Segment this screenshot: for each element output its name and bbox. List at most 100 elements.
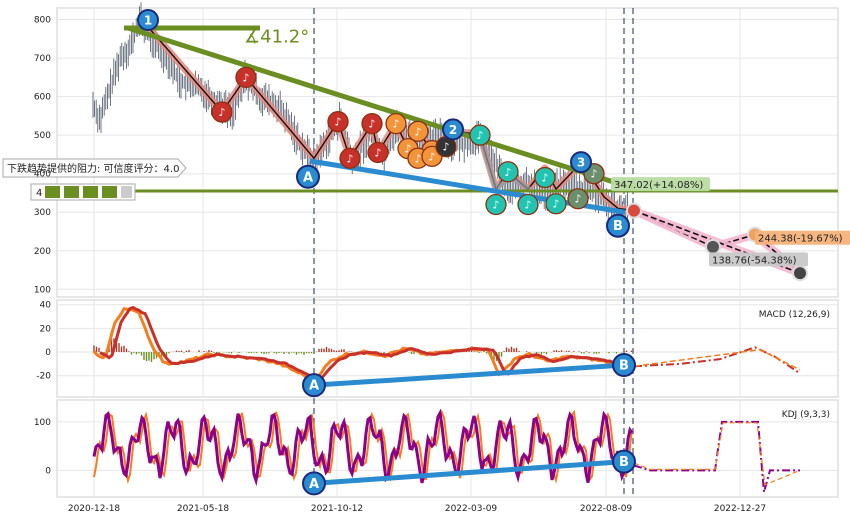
- wave-label-text: A: [303, 170, 313, 185]
- y-tick-label: 100: [34, 285, 51, 295]
- macd-marker: [302, 373, 326, 398]
- note-marker: [361, 112, 383, 135]
- note-marker: [367, 141, 389, 164]
- note-marker-glyph: ♪: [392, 118, 399, 131]
- angle-label: ∡41.2°: [244, 27, 309, 48]
- kdj-projection: [633, 420, 800, 493]
- macd-marker: [612, 353, 636, 378]
- note-marker-glyph: ♪: [428, 150, 435, 163]
- projection-label-text: 347.02(+14.08%): [614, 180, 703, 191]
- note-marker-glyph: ♪: [541, 172, 548, 185]
- note-marker: [339, 147, 361, 169]
- projection-point: [792, 265, 808, 282]
- wave-label-text: B: [613, 219, 623, 234]
- rating-badges: 4: [30, 183, 136, 201]
- projection-label-text: 244.38(-19.67%): [758, 234, 843, 245]
- note-marker-glyph: ♪: [414, 152, 421, 165]
- macd-projection-dif: [633, 348, 801, 371]
- note-marker: [211, 101, 233, 123]
- note-marker: [235, 66, 257, 89]
- note-marker-glyph: ♪: [374, 147, 381, 160]
- projection-label-text: 138.76(-54.38%): [712, 255, 797, 266]
- note-marker-glyph: ♪: [504, 166, 511, 179]
- note-marker: [534, 166, 556, 189]
- y-tick-label: 700: [34, 54, 51, 64]
- macd-divergence-line: [313, 362, 625, 388]
- tick-labels: 2020-12-18 2021-05-18 2021-10-12 2022-03-09…: [34, 16, 766, 514]
- note-marker-glyph: ♪: [574, 193, 581, 206]
- y-tick-label: 300: [34, 208, 51, 218]
- kdj-title: KDJ (9,3,3): [782, 410, 830, 420]
- rating-star: [102, 186, 117, 198]
- note-marker-glyph: ♪: [368, 118, 375, 131]
- x-tick-label: 2021-05-18: [177, 504, 230, 514]
- note-marker-glyph: ♪: [404, 143, 411, 156]
- wave-label: [137, 9, 159, 31]
- note-marker: [385, 112, 407, 135]
- macd-marker-text: A: [309, 379, 319, 394]
- note-marker-glyph: ♪: [242, 71, 249, 84]
- macd-marker-text: B: [619, 359, 629, 374]
- wave-label: [442, 118, 464, 141]
- kdj-marker-text: B: [619, 455, 629, 470]
- wave-path-grey: [477, 134, 532, 194]
- note-marker-glyph: ♪: [414, 125, 421, 138]
- projection-point: [705, 238, 721, 255]
- x-tick-label: 2021-10-12: [311, 504, 363, 514]
- rating-star: [83, 186, 98, 198]
- note-marker-glyph: ♪: [334, 116, 341, 129]
- macd-panel: MACD (12,26,9) A B: [92, 305, 830, 398]
- kdj-divergence-line: [313, 459, 625, 486]
- wave-label: [570, 151, 592, 174]
- x-tick-label: 2022-12-27: [714, 504, 766, 514]
- note-marker: [497, 161, 519, 183]
- note-marker-glyph: ♪: [476, 129, 483, 142]
- wave-label-text: 2: [449, 123, 457, 137]
- y-tick-label: -20: [36, 372, 51, 382]
- rating-badge-text: 4: [36, 188, 42, 199]
- kdj-marker-text: A: [309, 477, 319, 492]
- kdj-k-line: [92, 408, 634, 487]
- y-tick-label: 800: [34, 16, 51, 26]
- note-marker-glyph: ♪: [218, 106, 225, 119]
- kdj-marker: [302, 471, 326, 496]
- kdj-marker: [612, 449, 636, 474]
- rating-star-empty: [121, 186, 132, 198]
- macd-title: MACD (12,26,9): [759, 310, 830, 320]
- projection-path-b: [633, 209, 801, 274]
- y-tick-label: 200: [34, 247, 51, 257]
- projection-label-bg: [709, 252, 808, 267]
- note-marker-glyph: ♪: [492, 199, 499, 212]
- y-tick-label: 400: [34, 170, 51, 180]
- note-marker-glyph: ♪: [442, 141, 449, 154]
- y-tick-label: 500: [34, 131, 51, 141]
- trend-line: [127, 25, 637, 192]
- wave-label-text: 1: [144, 14, 152, 28]
- annotation-overlay: 347.02(+14.08%) 244.38(-19.67%) 138.76(-54…: [2, 158, 850, 267]
- kdj-panel: KDJ (9,3,3) A B: [92, 408, 830, 496]
- wave-label: [606, 213, 630, 238]
- x-tick-label: 2022-03-09: [445, 504, 498, 514]
- y-tick-label: 40: [40, 301, 52, 311]
- wave-label: [296, 164, 320, 189]
- y-tick-label: 600: [34, 93, 51, 103]
- projection-label: 244.38(-19.67%): [755, 230, 850, 245]
- projection-label: 347.02(+14.08%): [611, 177, 710, 192]
- y-tick-label: 0: [45, 348, 51, 358]
- resistance-callout: 下跌趋势提供的阻力: 可信度评分：4.0: [2, 158, 187, 178]
- x-tick-label: 2022-08-09: [580, 504, 633, 514]
- note-marker: [485, 193, 507, 216]
- y-tick-label: 0: [45, 466, 51, 476]
- note-marker-glyph: ♪: [346, 152, 353, 165]
- note-marker: [469, 124, 491, 146]
- note-marker-glyph: ♪: [552, 198, 559, 211]
- note-marker: [545, 193, 567, 215]
- note-marker-glyph: ♪: [590, 168, 597, 181]
- resistance-callout-text: 下跌趋势提供的阻力: 可信度评分：4.0: [7, 162, 179, 175]
- wave-label-text: 3: [577, 156, 585, 170]
- note-marker: [327, 111, 349, 133]
- note-marker-glyph: ♪: [524, 199, 531, 212]
- resistance-callout-bg: [2, 158, 187, 178]
